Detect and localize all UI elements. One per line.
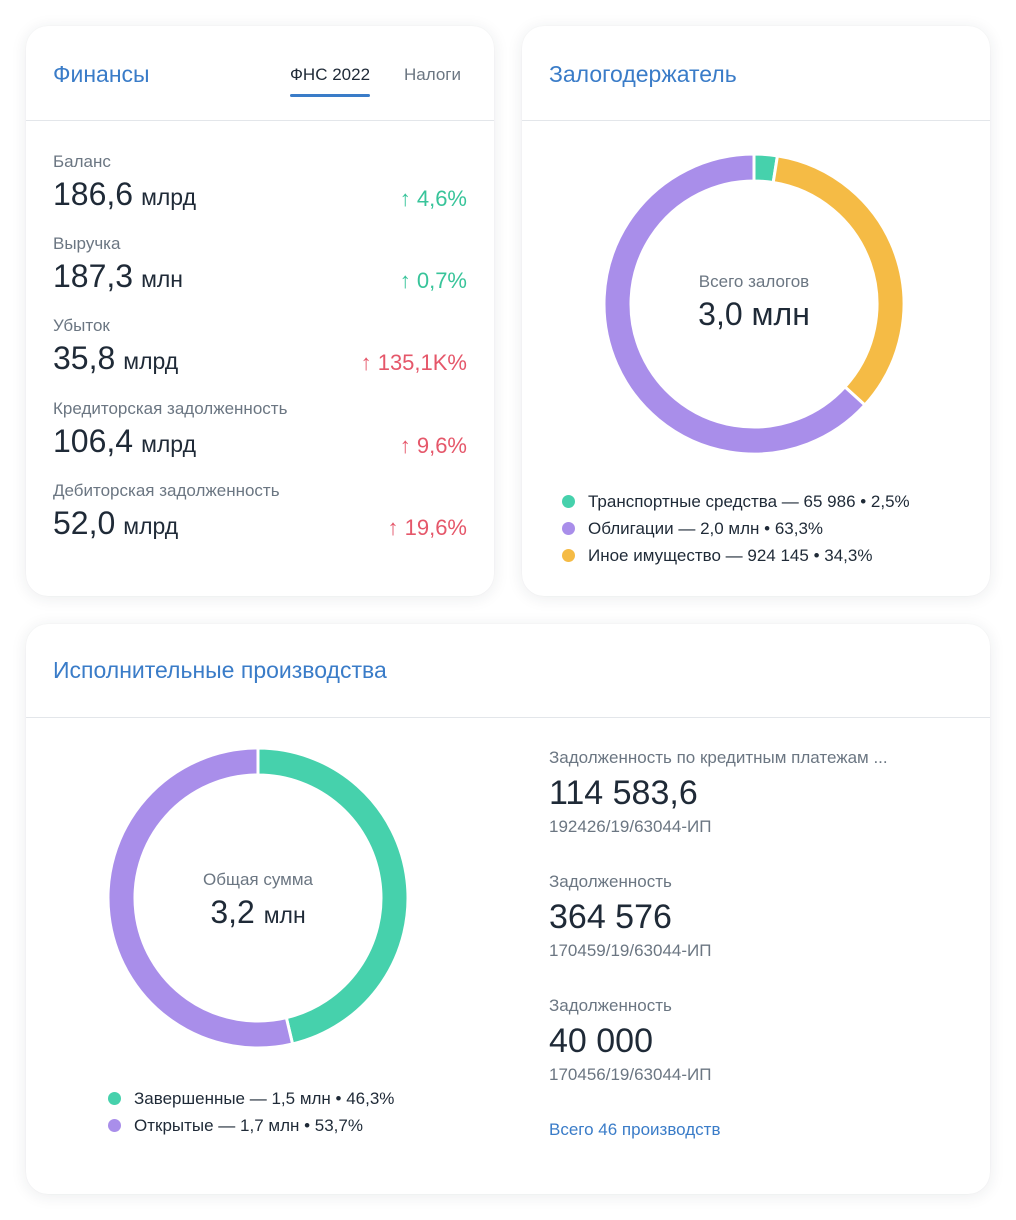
legend-item-bonds: Облигации — 2,0 млн • 63,3% [562, 515, 910, 542]
enforcement-item-amount: 114 583,6 [549, 774, 698, 812]
metric-receivables: Дебиторская задолженность 52,0 млрд ↑ 19,… [53, 481, 467, 563]
legend-dot-icon [562, 549, 575, 562]
arrow-up-icon: ↑ [399, 433, 411, 458]
pledge-total-value: 3,0 млн [698, 296, 810, 332]
enforcement-card-header: Исполнительные производства [26, 624, 990, 718]
enforcement-item-amount: 40 000 [549, 1022, 653, 1060]
enforcement-item[interactable]: Задолженность 364 576 170459/19/63044-ИП [549, 872, 969, 961]
tab-taxes[interactable]: Налоги [404, 65, 461, 84]
legend-dot-icon [108, 1092, 121, 1105]
pledge-total-caption: Всего залогов [698, 272, 810, 291]
metric-value: 52,0 млрд [53, 505, 179, 541]
enforcement-item-number: 170459/19/63044-ИП [549, 941, 712, 960]
enforcement-item[interactable]: Задолженность по кредитным платежам ... … [549, 748, 969, 837]
enforcement-item-amount: 364 576 [549, 898, 672, 936]
legend-dot-icon [562, 522, 575, 535]
pledge-legend: Транспортные средства — 65 986 • 2,5% Об… [562, 488, 910, 569]
all-enforcement-link[interactable]: Всего 46 производств [549, 1120, 721, 1139]
finance-card-header: Финансы ФНС 2022 Налоги [26, 26, 494, 121]
enforcement-card: Исполнительные производства Общая сумма … [26, 624, 990, 1194]
enforcement-item-label: Задолженность [549, 872, 672, 891]
pledge-card-header: Залогодержатель [522, 26, 990, 121]
arrow-up-icon: ↑ [399, 186, 411, 211]
donut-slice-2[interactable] [106, 746, 295, 1050]
enforcement-total-value: 3,2 млн [210, 894, 306, 930]
enforcement-item-number: 170456/19/63044-ИП [549, 1065, 712, 1084]
finance-card: Финансы ФНС 2022 Налоги Баланс 186,6 млрд… [26, 26, 494, 596]
tab-fns-2022[interactable]: ФНС 2022 [290, 65, 371, 97]
metric-revenue: Выручка 187,3 млн ↑ 0,7% [53, 234, 467, 316]
legend-dot-icon [108, 1119, 121, 1132]
enforcement-item-label: Задолженность [549, 996, 672, 1015]
metric-balance: Баланс 186,6 млрд ↑ 4,6% [53, 152, 467, 234]
enforcement-item-label: Задолженность по кредитным платежам ... [549, 748, 888, 767]
metric-label: Убыток [53, 316, 110, 335]
metric-label: Баланс [53, 152, 111, 171]
enforcement-legend: Завершенные — 1,5 млн • 46,3% Открытые —… [108, 1085, 394, 1139]
finance-title: Финансы [53, 61, 150, 87]
legend-item-vehicles: Транспортные средства — 65 986 • 2,5% [562, 488, 910, 515]
legend-item-completed: Завершенные — 1,5 млн • 46,3% [108, 1085, 394, 1112]
metric-value: 35,8 млрд [53, 340, 179, 376]
enforcement-item[interactable]: Задолженность 40 000 170456/19/63044-ИП [549, 996, 969, 1085]
enforcement-donut-center: Общая сумма 3,2 млн [106, 870, 410, 931]
metric-label: Кредиторская задолженность [53, 399, 288, 418]
enforcement-item-number: 192426/19/63044-ИП [549, 817, 712, 836]
metric-value: 187,3 млн [53, 258, 184, 294]
enforcement-total-caption: Общая сумма [203, 870, 313, 889]
legend-item-other-property: Иное имущество — 924 145 • 34,3% [562, 542, 910, 569]
metric-label: Выручка [53, 234, 121, 253]
metric-loss: Убыток 35,8 млрд ↑ 135,1K% [53, 316, 467, 398]
pledge-title: Залогодержатель [549, 61, 737, 87]
metric-change: ↑ 9,6% [399, 433, 467, 458]
donut-slice-2[interactable] [602, 152, 867, 456]
arrow-up-icon: ↑ [387, 515, 399, 540]
pledge-donut-chart [602, 152, 906, 456]
legend-dot-icon [562, 495, 575, 508]
enforcement-title: Исполнительные производства [53, 657, 387, 683]
metric-value: 186,6 млрд [53, 176, 196, 212]
metric-value: 106,4 млрд [53, 423, 196, 459]
metric-label: Дебиторская задолженность [53, 481, 280, 500]
legend-item-open: Открытые — 1,7 млн • 53,7% [108, 1112, 394, 1139]
arrow-up-icon: ↑ [399, 268, 411, 293]
pledge-card: Залогодержатель Всего залогов 3,0 млн Тр… [522, 26, 990, 596]
enforcement-donut-chart [106, 746, 410, 1050]
pledge-donut-center: Всего залогов 3,0 млн [602, 272, 906, 333]
metric-change: ↑ 19,6% [387, 515, 467, 540]
metric-change: ↑ 135,1K% [360, 350, 467, 375]
metric-change: ↑ 0,7% [399, 268, 467, 293]
arrow-up-icon: ↑ [360, 350, 372, 375]
metric-payables: Кредиторская задолженность 106,4 млрд ↑ 9… [53, 399, 467, 481]
metric-change: ↑ 4,6% [399, 186, 467, 211]
